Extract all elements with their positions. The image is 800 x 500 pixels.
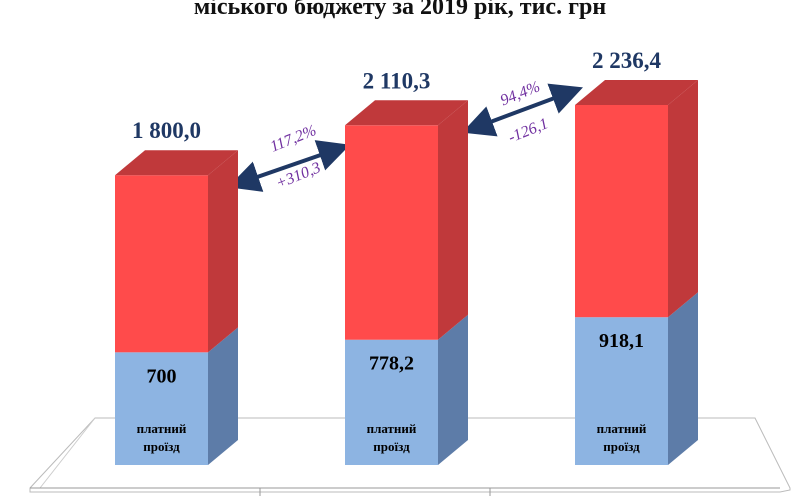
value-label: 700	[147, 365, 177, 387]
arrow	[227, 140, 351, 192]
bar-top	[115, 150, 238, 176]
total-label: 1 800,0	[132, 118, 201, 143]
bar-side	[668, 292, 698, 465]
annotation-change: -126,1	[506, 115, 551, 146]
bar-side	[438, 314, 468, 465]
series-label: платний проїзд	[596, 421, 647, 454]
bar	[345, 339, 438, 465]
bar-top	[345, 100, 468, 126]
bar-side	[208, 327, 238, 465]
total-label: 2 236,4	[592, 48, 662, 73]
bar-side	[668, 80, 698, 318]
bar-side	[438, 100, 468, 340]
annotation-percent: 117,2%	[268, 122, 319, 156]
value-label: 778,2	[369, 353, 414, 375]
bar	[115, 352, 208, 465]
series-label: платний проїзд	[136, 421, 187, 454]
bar	[345, 125, 438, 340]
bar	[115, 175, 208, 353]
total-label: 2 110,3	[363, 68, 431, 93]
chart-title: міського бюджету за 2019 рік, тис. грн	[194, 0, 606, 20]
bar-side	[208, 150, 238, 353]
series-label: платний проїзд	[366, 421, 417, 454]
bar	[575, 105, 668, 318]
floor-edge	[39, 417, 96, 489]
arrow	[462, 83, 583, 137]
bar	[575, 317, 668, 465]
bar-top	[575, 80, 698, 105]
value-label: 918,1	[599, 330, 644, 352]
